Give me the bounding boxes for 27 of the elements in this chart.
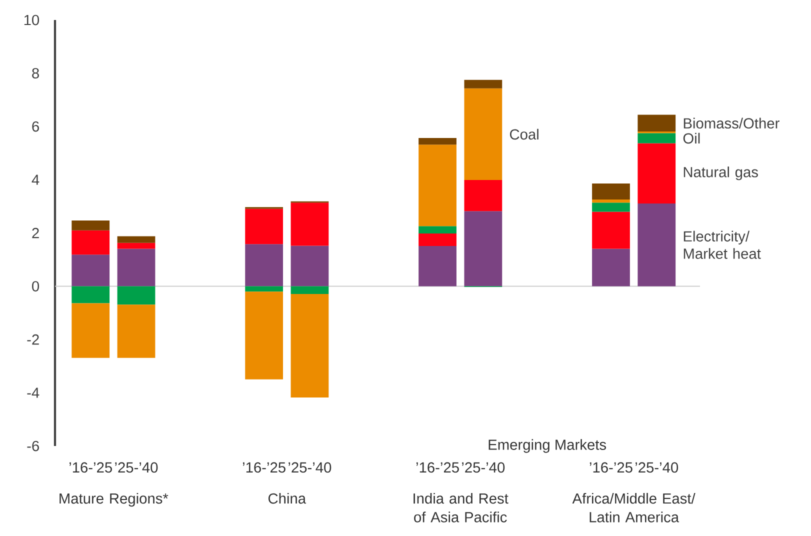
x-tick-label: ’16-’25 bbox=[590, 462, 632, 473]
series-label: Coal bbox=[510, 128, 538, 140]
x-tick-label: ’16-’25 bbox=[69, 462, 112, 473]
y-tick-label: 0 bbox=[32, 281, 40, 292]
y-tick-label: -6 bbox=[27, 440, 39, 452]
series-label: Natural gas bbox=[684, 166, 758, 180]
y-tick-label: 6 bbox=[32, 121, 39, 132]
annotation: Emerging Markets bbox=[488, 439, 606, 453]
y-tick-label: 10 bbox=[24, 14, 40, 26]
x-tick-label: ’25-’40 bbox=[115, 462, 158, 473]
text: Mature Regions* bbox=[60, 492, 168, 507]
x-tick-label: ’25-’40 bbox=[636, 462, 678, 473]
y-tick-label: -4 bbox=[27, 388, 40, 398]
y-tick-label: 2 bbox=[32, 228, 39, 238]
y-tick-label: 8 bbox=[32, 68, 39, 78]
text: China bbox=[268, 492, 306, 504]
text: India and Rest of Asia Pacific bbox=[414, 492, 508, 522]
y-tick-label: -2 bbox=[27, 334, 39, 345]
x-tick-label: ’16-’25 bbox=[416, 462, 459, 473]
text: Africa/Middle East/ Latin America bbox=[572, 492, 696, 522]
series-label: Electricity/ Market heat bbox=[684, 230, 761, 259]
x-tick-label: ’16-’25 bbox=[242, 462, 286, 473]
series-label: Oil bbox=[683, 132, 700, 144]
series-label: Biomass/Other bbox=[684, 118, 780, 129]
x-tick-label: ’25-’40 bbox=[288, 462, 332, 473]
x-tick-label: ’25-’40 bbox=[462, 462, 505, 473]
y-tick-label: 4 bbox=[32, 174, 40, 185]
